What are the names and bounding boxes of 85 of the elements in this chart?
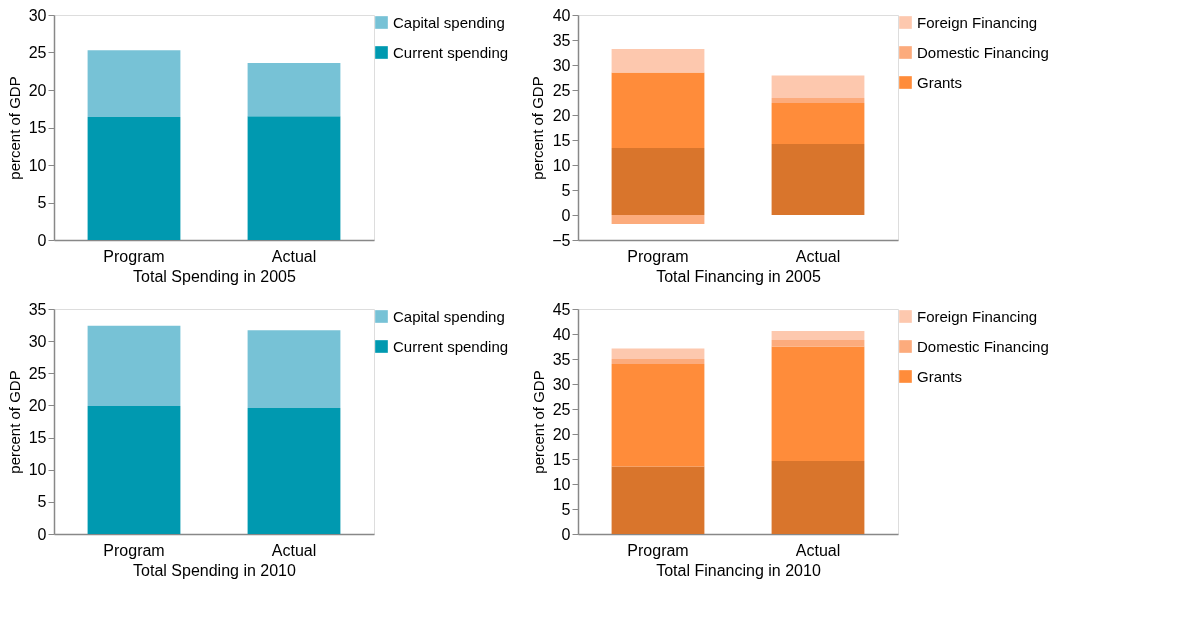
bar (611, 364, 705, 467)
y-tick-label: 20 (28, 81, 47, 99)
y-tick-label: 10 (28, 156, 47, 174)
x-axis-title: Total Spending in 2010 (133, 561, 296, 579)
bar (771, 75, 865, 98)
bar (87, 50, 181, 117)
x-tick-label: Actual (795, 247, 841, 265)
legend-label: Current spending (393, 43, 509, 61)
y-tick-label: 40 (552, 6, 571, 24)
y-tick-label: 5 (37, 493, 47, 511)
y-tick-label: 25 (552, 81, 571, 99)
x-tick-label: Program (103, 247, 165, 265)
y-tick-label: 15 (28, 429, 47, 447)
bar (247, 63, 341, 117)
x-tick-label: Actual (795, 541, 841, 559)
y-tick-label: 25 (28, 364, 47, 382)
bar (771, 461, 865, 534)
bar (611, 72, 705, 148)
y-tick-label: 30 (552, 375, 571, 393)
y-tick-label: 5 (561, 500, 571, 518)
y-tick-label: −5 (552, 231, 571, 249)
legend-label: Capital spending (393, 307, 505, 325)
legend-label: Domestic Financing (917, 337, 1049, 355)
y-tick-label: 5 (561, 181, 571, 199)
y-tick-label: 5 (37, 194, 47, 211)
bar (87, 325, 181, 407)
bar (771, 340, 865, 347)
y-tick-label: 30 (28, 6, 47, 24)
bar (247, 408, 341, 534)
bar (611, 148, 705, 215)
y-tick-label: 15 (552, 131, 571, 149)
x-tick-label: Program (627, 247, 689, 265)
bar (771, 98, 865, 103)
y-tick-label: 15 (552, 450, 571, 468)
y-tick-label: 25 (552, 400, 571, 418)
x-axis-title: Total Financing in 2010 (656, 561, 821, 579)
y-tick-label: 20 (28, 396, 47, 414)
y-axis-title: percent of GDP (5, 370, 23, 474)
y-tick-label: 0 (37, 525, 47, 543)
y-tick-label: 25 (28, 44, 47, 61)
y-axis-title: percent of GDP (529, 76, 547, 180)
y-tick-label: 40 (552, 325, 571, 343)
bar (611, 49, 705, 73)
bar (247, 116, 341, 240)
legend-label: Domestic Financing (917, 43, 1049, 61)
bar (247, 330, 341, 408)
bar (611, 215, 705, 224)
legend-label: Foreign Financing (917, 307, 1038, 325)
y-tick-label: 10 (552, 156, 571, 174)
y-tick-label: 35 (28, 300, 47, 318)
bar (87, 117, 181, 240)
y-tick-label: 30 (28, 332, 47, 350)
y-tick-label: 30 (552, 56, 571, 74)
y-tick-label: 10 (552, 475, 571, 493)
bar (771, 331, 865, 340)
y-tick-label: 35 (552, 350, 571, 368)
y-axis-title: percent of GDP (529, 370, 547, 474)
x-tick-label: Actual (271, 247, 317, 265)
legend-label: Grants (917, 367, 963, 385)
y-tick-label: 0 (37, 231, 47, 249)
legend-label: Capital spending (393, 13, 505, 31)
legend-label: Grants (917, 73, 963, 91)
x-tick-label: Program (103, 541, 165, 559)
bar (611, 466, 705, 534)
y-tick-label: 0 (561, 206, 571, 224)
bar (611, 348, 705, 359)
y-tick-label: 0 (561, 525, 571, 543)
legend-label: Foreign Financing (917, 13, 1038, 31)
bar (771, 103, 865, 144)
y-tick-label: 20 (552, 425, 571, 443)
y-axis-title: percent of GDP (5, 76, 23, 180)
x-tick-label: Program (627, 541, 689, 559)
y-tick-label: 35 (552, 31, 571, 49)
bar (611, 359, 705, 364)
x-axis-title: Total Spending in 2005 (133, 267, 296, 285)
y-tick-label: 10 (28, 461, 47, 479)
bar (771, 346, 865, 461)
bar (87, 406, 181, 534)
bar (771, 144, 865, 215)
y-tick-label: 20 (552, 106, 571, 124)
legend-label: Current spending (393, 337, 509, 355)
x-axis-title: Total Financing in 2005 (656, 267, 821, 285)
x-tick-label: Actual (271, 541, 317, 559)
y-tick-label: 15 (28, 119, 47, 136)
y-tick-label: 45 (552, 300, 571, 318)
